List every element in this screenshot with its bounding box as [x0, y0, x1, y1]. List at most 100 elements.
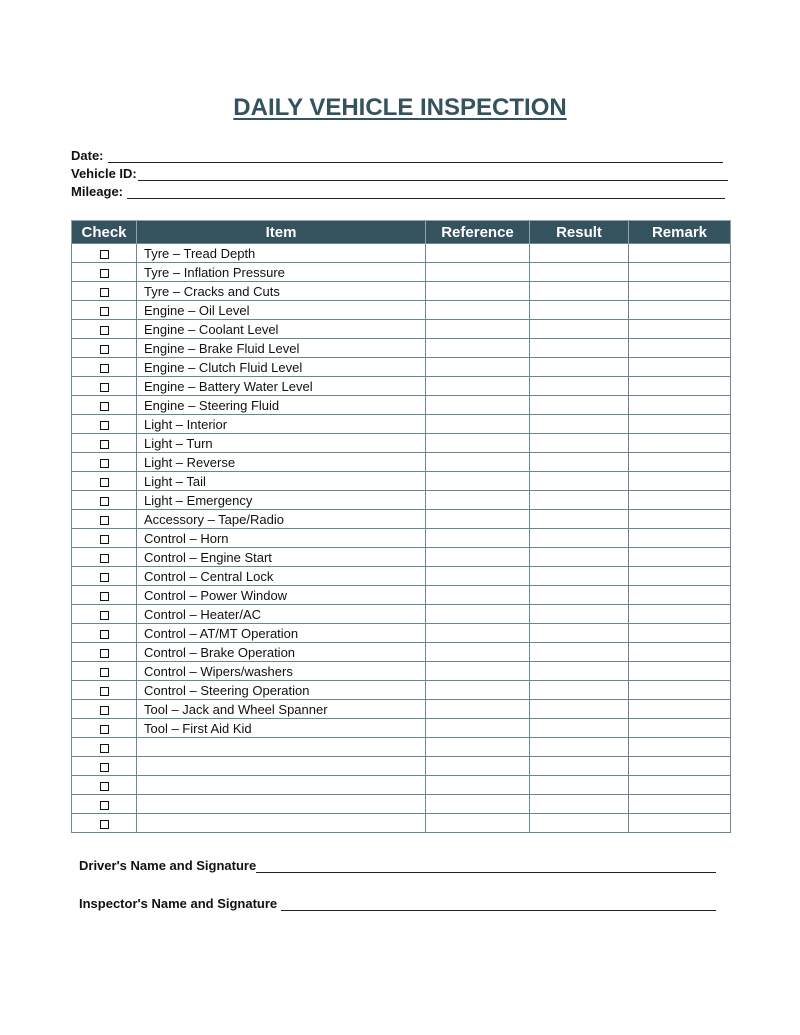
check-cell[interactable] — [71, 471, 137, 491]
result-cell[interactable] — [529, 661, 629, 681]
reference-cell[interactable] — [425, 243, 530, 263]
checkbox-icon[interactable] — [99, 477, 109, 487]
remark-cell[interactable] — [628, 338, 731, 358]
remark-cell[interactable] — [628, 376, 731, 396]
checkbox-icon[interactable] — [99, 762, 109, 772]
result-cell[interactable] — [529, 281, 629, 301]
remark-cell[interactable] — [628, 794, 731, 814]
checkbox-icon[interactable] — [99, 781, 109, 791]
reference-cell[interactable] — [425, 585, 530, 605]
check-cell[interactable] — [71, 414, 137, 434]
reference-cell[interactable] — [425, 528, 530, 548]
remark-cell[interactable] — [628, 300, 731, 320]
reference-cell[interactable] — [425, 395, 530, 415]
remark-cell[interactable] — [628, 642, 731, 662]
reference-cell[interactable] — [425, 604, 530, 624]
checkbox-icon[interactable] — [99, 553, 109, 563]
remark-cell[interactable] — [628, 281, 731, 301]
reference-cell[interactable] — [425, 623, 530, 643]
checkbox-icon[interactable] — [99, 610, 109, 620]
check-cell[interactable] — [71, 794, 137, 814]
result-cell[interactable] — [529, 319, 629, 339]
check-cell[interactable] — [71, 281, 137, 301]
driver-signature-field[interactable]: Driver's Name and Signature — [79, 857, 716, 873]
result-cell[interactable] — [529, 585, 629, 605]
checkbox-icon[interactable] — [99, 268, 109, 278]
remark-cell[interactable] — [628, 509, 731, 529]
remark-cell[interactable] — [628, 395, 731, 415]
check-cell[interactable] — [71, 509, 137, 529]
check-cell[interactable] — [71, 528, 137, 548]
checkbox-icon[interactable] — [99, 572, 109, 582]
reference-cell[interactable] — [425, 262, 530, 282]
checkbox-icon[interactable] — [99, 420, 109, 430]
remark-cell[interactable] — [628, 262, 731, 282]
result-cell[interactable] — [529, 452, 629, 472]
check-cell[interactable] — [71, 338, 137, 358]
mileage-line[interactable] — [127, 186, 725, 199]
check-cell[interactable] — [71, 395, 137, 415]
result-cell[interactable] — [529, 528, 629, 548]
result-cell[interactable] — [529, 471, 629, 491]
checkbox-icon[interactable] — [99, 591, 109, 601]
reference-cell[interactable] — [425, 338, 530, 358]
reference-cell[interactable] — [425, 414, 530, 434]
result-cell[interactable] — [529, 509, 629, 529]
check-cell[interactable] — [71, 699, 137, 719]
result-cell[interactable] — [529, 737, 629, 757]
check-cell[interactable] — [71, 680, 137, 700]
checkbox-icon[interactable] — [99, 287, 109, 297]
reference-cell[interactable] — [425, 376, 530, 396]
remark-cell[interactable] — [628, 528, 731, 548]
result-cell[interactable] — [529, 376, 629, 396]
reference-cell[interactable] — [425, 509, 530, 529]
check-cell[interactable] — [71, 756, 137, 776]
checkbox-icon[interactable] — [99, 382, 109, 392]
remark-cell[interactable] — [628, 623, 731, 643]
reference-cell[interactable] — [425, 699, 530, 719]
result-cell[interactable] — [529, 300, 629, 320]
remark-cell[interactable] — [628, 737, 731, 757]
remark-cell[interactable] — [628, 357, 731, 377]
check-cell[interactable] — [71, 566, 137, 586]
remark-cell[interactable] — [628, 604, 731, 624]
check-cell[interactable] — [71, 737, 137, 757]
checkbox-icon[interactable] — [99, 515, 109, 525]
reference-cell[interactable] — [425, 490, 530, 510]
reference-cell[interactable] — [425, 281, 530, 301]
check-cell[interactable] — [71, 623, 137, 643]
reference-cell[interactable] — [425, 319, 530, 339]
check-cell[interactable] — [71, 262, 137, 282]
remark-cell[interactable] — [628, 547, 731, 567]
check-cell[interactable] — [71, 813, 137, 833]
check-cell[interactable] — [71, 775, 137, 795]
checkbox-icon[interactable] — [99, 534, 109, 544]
check-cell[interactable] — [71, 452, 137, 472]
checkbox-icon[interactable] — [99, 325, 109, 335]
date-field[interactable]: Date: — [71, 147, 723, 163]
result-cell[interactable] — [529, 414, 629, 434]
result-cell[interactable] — [529, 433, 629, 453]
check-cell[interactable] — [71, 490, 137, 510]
result-cell[interactable] — [529, 243, 629, 263]
date-line[interactable] — [107, 150, 723, 163]
remark-cell[interactable] — [628, 813, 731, 833]
remark-cell[interactable] — [628, 452, 731, 472]
result-cell[interactable] — [529, 357, 629, 377]
vehicle-id-field[interactable]: Vehicle ID: — [71, 165, 728, 181]
reference-cell[interactable] — [425, 775, 530, 795]
result-cell[interactable] — [529, 680, 629, 700]
reference-cell[interactable] — [425, 357, 530, 377]
check-cell[interactable] — [71, 642, 137, 662]
reference-cell[interactable] — [425, 794, 530, 814]
checkbox-icon[interactable] — [99, 496, 109, 506]
result-cell[interactable] — [529, 642, 629, 662]
remark-cell[interactable] — [628, 775, 731, 795]
reference-cell[interactable] — [425, 756, 530, 776]
checkbox-icon[interactable] — [99, 629, 109, 639]
checkbox-icon[interactable] — [99, 648, 109, 658]
remark-cell[interactable] — [628, 718, 731, 738]
result-cell[interactable] — [529, 794, 629, 814]
checkbox-icon[interactable] — [99, 667, 109, 677]
result-cell[interactable] — [529, 395, 629, 415]
